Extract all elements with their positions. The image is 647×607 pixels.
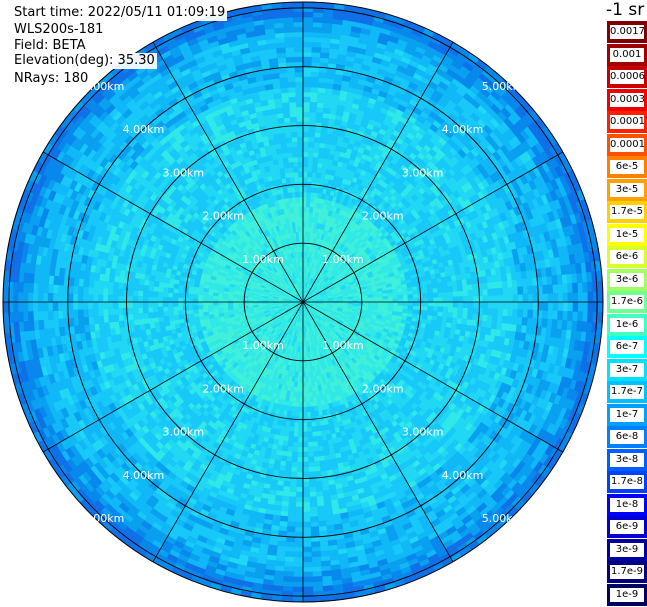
range-ring-label: 4.00km [123,123,165,136]
colorbar-tick-label: 3e-5 [610,182,644,197]
colorbar-tick-label: 1e-6 [610,317,644,332]
colorbar-swatch: 3e-5 [607,178,647,201]
range-ring-label: 5.00km [482,80,524,93]
azimuth-radial [152,41,454,563]
start-time-text: Start time: 2022/05/11 01:09:19 [12,5,228,21]
colorbar-swatch: 1e-8 [607,493,647,516]
colorbar-tick-label: 0.001 [610,47,644,62]
colorbar-tick-label: 1e-8 [610,497,644,512]
colorbar-swatch: 3e-9 [607,538,647,561]
range-ring-label: 3.00km [402,166,444,179]
elevation-text: Elevation(deg): 35.30 [12,53,157,69]
colorbar-swatch: 0.00017 [607,111,647,133]
nrays-text: NRays: 180 [12,71,91,87]
range-ring-label: 4.00km [442,469,484,482]
colorbar-tick-label: 3e-7 [610,362,644,377]
colorbar-tick-label: 3e-6 [610,272,644,287]
colorbar-swatch: 3e-6 [607,268,647,291]
colorbar-swatch: 0.0003 [607,88,647,111]
colorbar-swatch: 3e-7 [607,358,647,381]
range-ring-label: 2.00km [362,382,404,395]
range-ring-label: 1.00km [322,253,364,266]
colorbar-swatch: 0.0006 [607,66,647,88]
colorbar-swatch: 6e-9 [607,516,647,538]
colorbar-swatch: 1.7e-9 [607,561,647,583]
range-ring-label: 1.00km [242,339,284,352]
colorbar-swatch: 0.0017 [607,21,647,43]
colorbar-swatch: 1e-6 [607,313,647,336]
field-text: Field: BETA [12,38,88,54]
range-ring-label: 2.00km [202,382,244,395]
colorbar-tick-label: 0.0001 [610,137,645,152]
colorbar-tick-label: 1e-7 [610,407,644,422]
colorbar-tick-label: 1.7e-5 [610,205,644,219]
colorbar-swatch: 6e-7 [607,336,647,358]
colorbar-swatch: 1e-7 [607,403,647,426]
range-ring-label: 5.00km [83,512,125,525]
range-ring-label: 3.00km [163,166,205,179]
range-ring-label: 4.00km [442,123,484,136]
colorbar-swatch: 3e-8 [607,448,647,471]
instrument-text: WLS200s-181 [12,22,106,38]
colorbar-tick-label: 0.0003 [610,92,645,107]
colorbar-tick-label: 1e-9 [610,587,644,602]
range-ring-label: 4.00km [123,469,165,482]
colorbar-tick-label: 0.0017 [610,25,645,39]
colorbar-swatch: 1e-9 [607,583,647,606]
colorbar-tick-label: 3e-8 [610,452,644,467]
colorbar-swatch: 1.7e-8 [607,471,647,493]
colorbar-unit-label: -1 sr [606,0,645,20]
colorbar-swatch: 1.7e-5 [607,201,647,223]
colorbar-swatch: 0.001 [607,43,647,66]
colorbar-tick-label: 1.7e-7 [610,385,644,399]
range-ring-label: 3.00km [402,426,444,439]
colorbar-tick-label: 6e-5 [610,160,644,174]
colorbar-tick-label: 6e-9 [610,520,644,534]
colorbar-swatch: 6e-8 [607,426,647,448]
range-ring-label: 3.00km [163,426,205,439]
colorbar-tick-label: 1.7e-8 [610,475,644,489]
range-ring-label: 2.00km [202,210,244,223]
colorbar-tick-label: 3e-9 [610,542,644,557]
lidar-ppi-plot: 1.00km 1.00km 1.00km 1.00km 2.00km 2.00km 2.00… [2,1,604,603]
colorbar-swatch: 1.7e-6 [607,291,647,313]
colorbar-tick-label: 6e-8 [610,430,644,444]
colorbar-tick-label: 0.0006 [610,70,645,84]
range-ring-label: 5.00km [482,512,524,525]
colorbar-tick-label: 0.00017 [610,115,647,129]
colorbar-tick-label: 6e-7 [610,340,644,354]
colorbar-swatch: 0.0001 [607,133,647,156]
range-ring-labels: 1.00km 1.00km 1.00km 1.00km 2.00km 2.00km 2.00… [83,80,524,525]
colorbar-tick-label: 6e-6 [610,250,644,264]
colorbar-swatch: 6e-6 [607,246,647,268]
colorbar-tick-label: 1.7e-9 [610,565,644,579]
azimuth-radials [3,2,603,602]
range-ring-label: 2.00km [362,210,404,223]
range-ring-label: 5.00km [83,80,125,93]
colorbar-tick-label: 1.7e-6 [610,295,644,309]
colorbar-tick-label: 1e-5 [610,227,644,242]
range-ring-label: 1.00km [322,339,364,352]
colorbar-swatch: 1e-5 [607,223,647,246]
range-ring-label: 1.00km [242,253,284,266]
colorbar-swatch: 6e-5 [607,156,647,178]
colorbar-swatch: 1.7e-7 [607,381,647,403]
